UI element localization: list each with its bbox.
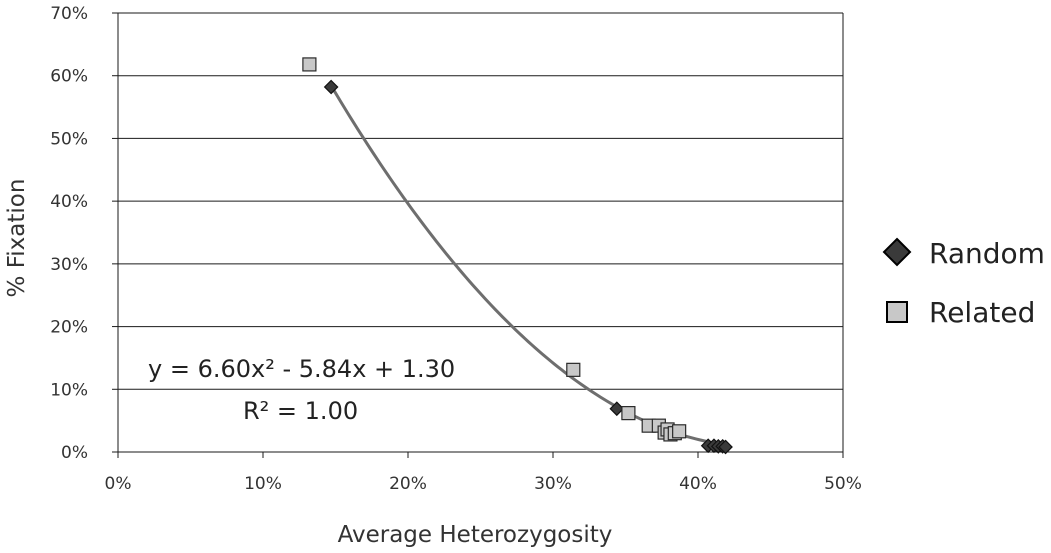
x-tick-labels: 0% 10% 20% 30% 40% 50% bbox=[105, 474, 862, 494]
trendline-r-squared: R² = 1.00 bbox=[243, 397, 358, 425]
related-point-9 bbox=[672, 424, 687, 439]
legend-label-related: Related bbox=[929, 296, 1035, 329]
y-tick-label: 0% bbox=[61, 443, 88, 463]
x-tick-label: 50% bbox=[824, 474, 862, 494]
random-point-1 bbox=[609, 401, 625, 417]
axes bbox=[112, 12, 844, 458]
y-tick-label: 50% bbox=[50, 129, 88, 149]
legend: Random Related bbox=[882, 237, 1045, 329]
random-point-0 bbox=[323, 79, 339, 95]
x-axis-label: Average Heterozygosity bbox=[338, 522, 613, 548]
y-tick-label: 20% bbox=[50, 318, 88, 338]
random-point-6 bbox=[718, 439, 733, 455]
legend-item-related: Related bbox=[886, 296, 1035, 329]
y-tick-label: 10% bbox=[50, 380, 88, 400]
related-point-2 bbox=[621, 406, 636, 421]
x-tick-label: 30% bbox=[534, 474, 572, 494]
x-tick-label: 20% bbox=[389, 474, 427, 494]
y-axis-label: % Fixation bbox=[4, 179, 30, 298]
y-tick-label: 30% bbox=[50, 255, 88, 275]
x-tick-label: 0% bbox=[105, 474, 132, 494]
related-point-1 bbox=[566, 362, 581, 377]
legend-item-random: Random bbox=[882, 237, 1045, 270]
x-tick-label: 10% bbox=[244, 474, 282, 494]
y-tick-labels: 0% 10% 20% 30% 40% 50% 60% 70% bbox=[50, 4, 88, 463]
related-point-0 bbox=[302, 57, 317, 72]
legend-diamond-marker bbox=[882, 237, 912, 267]
legend-square-marker bbox=[886, 301, 908, 323]
data-points bbox=[302, 57, 733, 455]
y-tick-label: 60% bbox=[50, 67, 88, 87]
trendline bbox=[329, 84, 726, 447]
y-tick-label: 70% bbox=[50, 4, 88, 24]
trendline-equation: y = 6.60x² - 5.84x + 1.30 bbox=[148, 355, 455, 383]
x-tick-label: 40% bbox=[679, 474, 717, 494]
y-tick-label: 40% bbox=[50, 192, 88, 212]
grid-lines bbox=[118, 12, 843, 390]
legend-label-random: Random bbox=[929, 237, 1045, 270]
